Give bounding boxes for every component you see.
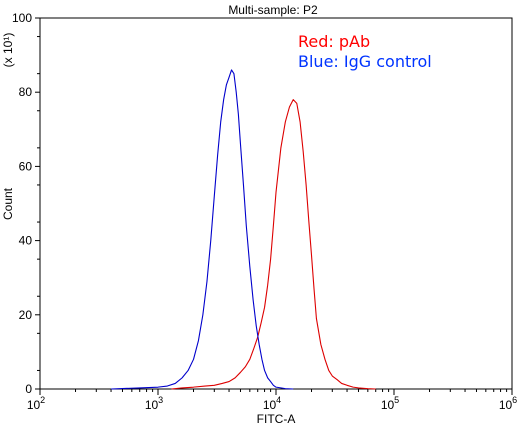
x-tick-label: 104 xyxy=(263,395,281,412)
legend-entry: Blue: IgG control xyxy=(298,52,432,71)
y-axis-label: Count xyxy=(1,187,15,220)
x-tick-base: 10 xyxy=(499,398,513,412)
series-line-igg-control xyxy=(111,69,294,390)
x-tick-exponent: 2 xyxy=(40,395,45,405)
y-tick-label: 60 xyxy=(19,159,33,173)
x-tick-exponent: 6 xyxy=(512,395,517,405)
series-line-pab xyxy=(171,99,376,390)
x-tick-exponent: 3 xyxy=(158,395,163,405)
y-tick-label: 80 xyxy=(19,85,33,99)
x-tick-label: 105 xyxy=(381,395,399,412)
x-tick-label: 102 xyxy=(27,395,45,412)
y-axis: 0 20 40 60 80 100 xyxy=(12,11,40,396)
x-tick-exponent: 5 xyxy=(394,395,399,405)
plot-area-frame xyxy=(39,17,513,390)
x-axis: 102 103 104 105 106 xyxy=(27,389,517,412)
y-tick-label: 100 xyxy=(12,11,32,25)
y-tick-label: 40 xyxy=(19,234,33,248)
x-tick-base: 10 xyxy=(145,398,159,412)
x-tick-label: 103 xyxy=(145,395,163,412)
y-axis-multiplier-label: (x 10¹) xyxy=(1,33,15,68)
y-tick-label: 0 xyxy=(25,382,32,396)
x-tick-exponent: 4 xyxy=(276,395,281,405)
series-layer xyxy=(111,69,376,390)
chart-title: Multi-sample: P2 xyxy=(228,3,318,17)
x-tick-base: 10 xyxy=(263,398,277,412)
x-tick-base: 10 xyxy=(27,398,41,412)
legend-entry: Red: pAb xyxy=(298,32,370,51)
x-tick-label: 106 xyxy=(499,395,517,412)
x-tick-base: 10 xyxy=(381,398,395,412)
x-axis-label: FITC-A xyxy=(257,412,296,426)
y-tick-label: 20 xyxy=(19,308,33,322)
